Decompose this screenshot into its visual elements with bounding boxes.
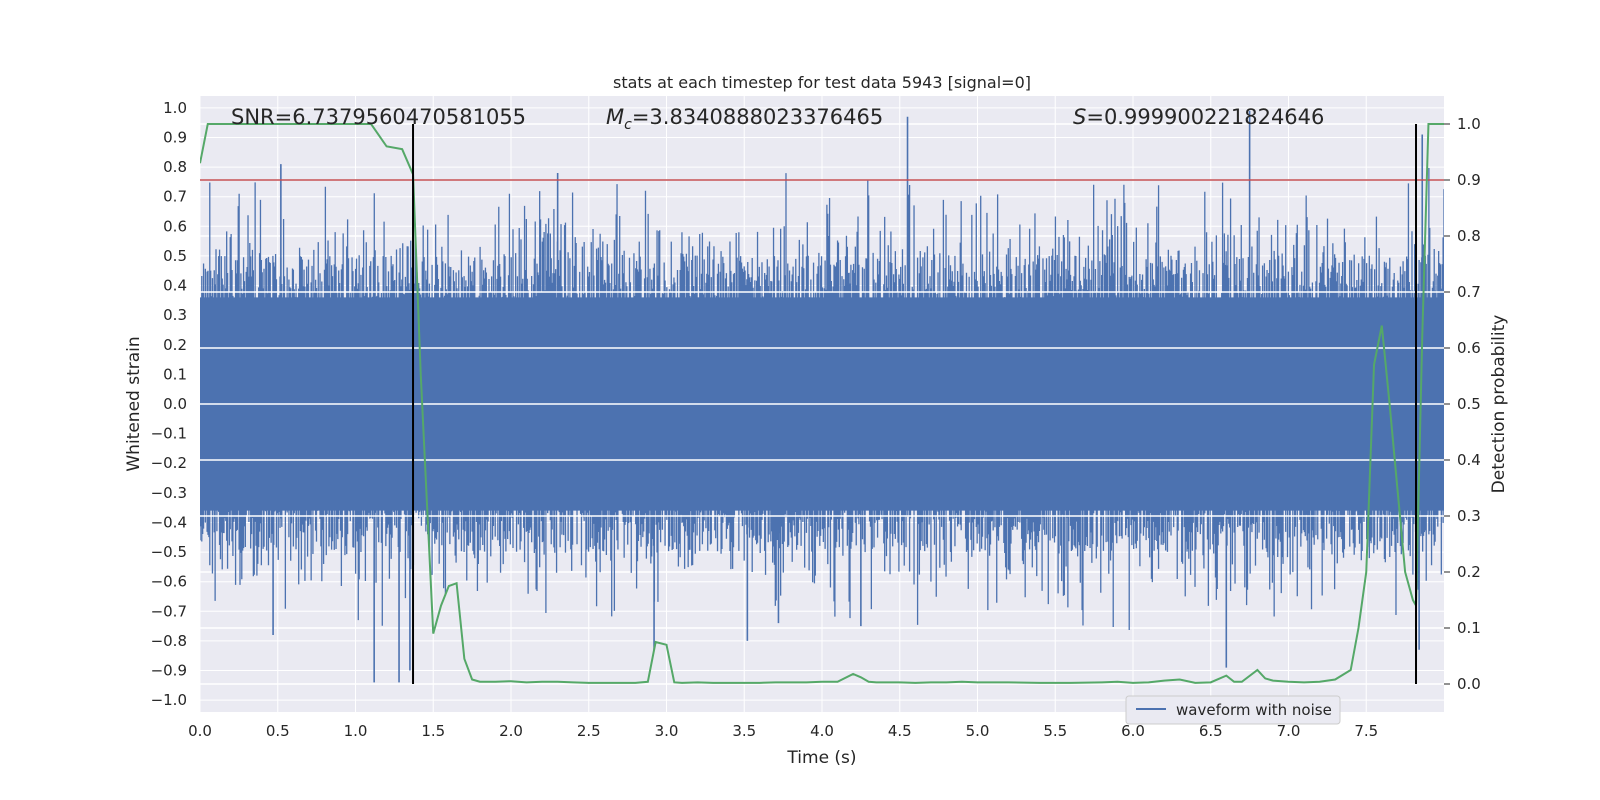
right-y-tick-label: 0.7 (1457, 283, 1481, 301)
x-tick-label: 1.0 (344, 722, 368, 740)
vertical-markers (412, 124, 1418, 684)
left-y-axis-ticks: 1.0 0.9 0.8 0.7 0.6 0.5 0.4 0.3 0.2 0.1 0.0 −0.1 −0.… (151, 99, 187, 709)
x-tick-label: 4.0 (810, 722, 834, 740)
left-y-tick-label: 0.2 (163, 336, 187, 354)
left-y-tick-label: −0.2 (151, 454, 187, 472)
right-y-tick-label: 0.8 (1457, 227, 1481, 245)
left-y-tick-label: −0.4 (151, 513, 187, 531)
x-tick-label: 7.0 (1277, 722, 1301, 740)
left-y-tick-label: 0.6 (163, 217, 187, 235)
left-y-tick-label: 0.9 (163, 128, 187, 146)
x-tick-label: 4.5 (888, 722, 912, 740)
x-tick-label: 5.0 (966, 722, 990, 740)
left-y-tick-label: −1.0 (151, 691, 187, 709)
chirp-mass-subscript: c (624, 117, 632, 133)
legend-box (1125, 695, 1341, 725)
left-y-tick-label: −0.6 (151, 573, 187, 591)
x-tick-label: 2.5 (577, 722, 601, 740)
x-axis-ticks: 0.0 0.5 1.0 1.5 2.0 2.5 3.0 3.5 4.0 4.5 5.0 5.5 6.0 6… (188, 722, 1378, 740)
x-tick-label: 6.5 (1199, 722, 1223, 740)
left-y-tick-label: −0.1 (151, 425, 187, 443)
left-y-tick-label: 0.0 (163, 395, 187, 413)
right-y-tick-label: 0.6 (1457, 339, 1481, 357)
right-y-tick-label: 0.2 (1457, 563, 1481, 581)
right-y-tick-label: 0.9 (1457, 171, 1481, 189)
right-y-tick-label: 0.3 (1457, 507, 1481, 525)
right-y-tick-label: 0.1 (1457, 619, 1481, 637)
x-tick-label: 3.0 (655, 722, 679, 740)
right-y-axis-ticks: 1.0 0.9 0.8 0.7 0.6 0.5 0.4 0.3 0.2 0.1 0.0 (1444, 115, 1481, 693)
s-symbol: S (1073, 105, 1086, 129)
right-y-tick-label: 1.0 (1457, 115, 1481, 133)
left-y-tick-label: 0.1 (163, 365, 187, 383)
right-y-tick-label: 0.4 (1457, 451, 1481, 469)
x-tick-label: 0.0 (188, 722, 212, 740)
left-y-tick-label: 0.8 (163, 158, 187, 176)
left-y-tick-label: −0.3 (151, 484, 187, 502)
left-y-tick-label: 0.4 (163, 277, 187, 295)
right-y-tick-label: 0.0 (1457, 675, 1481, 693)
snr-annotation: SNR=6.7379560470581055 (231, 105, 526, 129)
chirp-mass-value: =3.8340888023376465 (632, 105, 883, 129)
x-tick-label: 2.0 (499, 722, 523, 740)
left-y-tick-label: 0.3 (163, 306, 187, 324)
x-axis-label: Time (s) (786, 748, 856, 768)
waveform-series (200, 110, 1444, 683)
probability-series (200, 123, 1444, 684)
x-tick-label: 0.5 (266, 722, 290, 740)
s-annotation: S=0.999900221824646 (1073, 105, 1324, 129)
x-tick-label: 7.5 (1354, 722, 1378, 740)
chirp-mass-annotation: Mc=3.8340888023376465 (606, 105, 883, 133)
right-y-tick-label: 0.5 (1457, 395, 1481, 413)
legend: waveform with noise (1125, 695, 1341, 725)
left-y-tick-label: 0.7 (163, 188, 187, 206)
left-y-tick-label: −0.5 (151, 543, 187, 561)
chirp-mass-symbol: M (606, 105, 624, 129)
s-value: =0.999900221824646 (1086, 105, 1324, 129)
left-y-tick-label: −0.7 (151, 602, 187, 620)
left-y-tick-label: 1.0 (163, 99, 187, 117)
left-y-tick-label: −0.8 (151, 632, 187, 650)
left-y-tick-label: −0.9 (151, 662, 187, 680)
x-tick-label: 6.0 (1121, 722, 1145, 740)
right-y-axis-label: Detection probability (1489, 315, 1509, 494)
legend-label: waveform with noise (1176, 701, 1332, 719)
chart-title: stats at each timestep for test data 594… (613, 73, 1031, 92)
x-tick-label: 5.5 (1043, 722, 1067, 740)
detection-probability-line (200, 123, 1444, 684)
left-y-axis-label: Whitened strain (124, 336, 144, 471)
left-y-tick-label: 0.5 (163, 247, 187, 265)
x-tick-label: 3.5 (732, 722, 756, 740)
x-tick-label: 1.5 (421, 722, 445, 740)
